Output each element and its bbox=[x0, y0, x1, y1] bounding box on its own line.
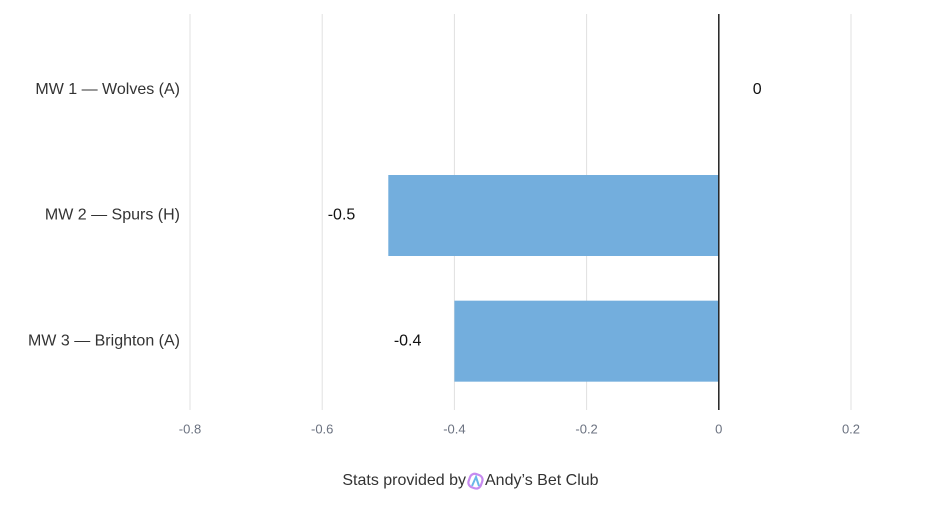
value-label: -0.4 bbox=[394, 332, 422, 349]
y-tick-label: MW 3 — Brighton (A) bbox=[28, 332, 180, 349]
x-tick-label: -0.2 bbox=[575, 421, 597, 436]
bar bbox=[388, 175, 719, 256]
credit-name: Andy’s Bet Club bbox=[485, 472, 599, 489]
logo bbox=[467, 472, 484, 490]
credit-prefix: Stats provided by bbox=[342, 472, 466, 489]
value-label: -0.5 bbox=[328, 207, 356, 224]
x-tick-label: -0.8 bbox=[179, 421, 201, 436]
value-label: 0 bbox=[753, 81, 762, 98]
x-tick-label: -0.4 bbox=[443, 421, 465, 436]
x-tick-label: -0.6 bbox=[311, 421, 333, 436]
x-tick-label: 0 bbox=[715, 421, 722, 436]
x-tick-label: 0.2 bbox=[842, 421, 860, 436]
credit: Stats provided by Andy’s Bet Club bbox=[342, 472, 599, 490]
y-tick-label: MW 1 — Wolves (A) bbox=[35, 81, 180, 98]
bar bbox=[454, 300, 719, 382]
y-tick-label: MW 2 — Spurs (H) bbox=[45, 207, 180, 224]
